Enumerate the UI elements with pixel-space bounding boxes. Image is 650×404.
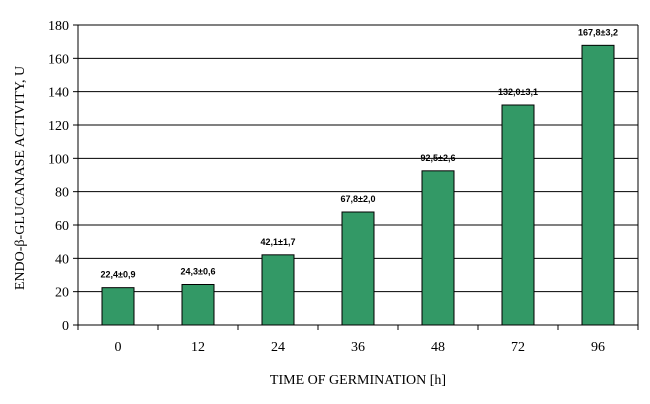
y-tick-label: 0 xyxy=(62,319,69,334)
x-tick-label: 96 xyxy=(591,340,605,355)
y-tick-labels: 0 20 40 60 80 100 120 140 160 180 xyxy=(48,19,69,334)
y-tick-label: 140 xyxy=(48,86,69,101)
bars xyxy=(101,44,615,326)
x-tick-labels: 0 12 24 36 48 72 96 xyxy=(115,340,606,355)
data-label: 42,1±1,7 xyxy=(261,237,296,247)
data-label: 24,3±0,6 xyxy=(181,267,216,277)
x-tick-label: 24 xyxy=(271,340,285,355)
bar-0 xyxy=(101,287,135,326)
y-tick-label: 80 xyxy=(55,186,69,201)
x-tick-label: 36 xyxy=(351,340,365,355)
bar-12 xyxy=(181,284,215,326)
y-tick-label: 100 xyxy=(48,152,69,167)
bar-72 xyxy=(501,104,535,326)
y-tick-label: 40 xyxy=(55,252,69,267)
bar-36 xyxy=(341,211,375,326)
y-axis-label: ENDO-β-GLUCANASE ACTIVITY, U xyxy=(13,66,28,290)
data-labels: 22,4±0,9 24,3±0,6 42,1±1,7 67,8±2,0 92,5±2,6… xyxy=(101,27,618,279)
bar-48 xyxy=(421,170,455,326)
y-tick-label: 160 xyxy=(48,52,69,67)
x-tick-label: 48 xyxy=(431,340,445,355)
axes xyxy=(73,24,639,330)
y-tick-label: 120 xyxy=(48,119,69,134)
data-label: 67,8±2,0 xyxy=(341,194,376,204)
x-axis-label: TIME OF GERMINATION [h] xyxy=(270,373,446,388)
bar-24 xyxy=(261,254,295,326)
x-tick-label: 12 xyxy=(191,340,205,355)
data-label: 22,4±0,9 xyxy=(101,270,136,280)
data-label: 132,0±3,1 xyxy=(498,87,538,97)
y-tick-label: 20 xyxy=(55,286,69,301)
data-label: 167,8±3,2 xyxy=(578,27,618,37)
y-tick-label: 60 xyxy=(55,219,69,234)
bar-96 xyxy=(581,44,615,326)
data-label: 92,5±2,6 xyxy=(421,153,456,163)
y-tick-label: 180 xyxy=(48,19,69,34)
x-tick-label: 72 xyxy=(511,340,525,355)
x-tick-label: 0 xyxy=(115,340,122,355)
grid xyxy=(78,24,638,293)
